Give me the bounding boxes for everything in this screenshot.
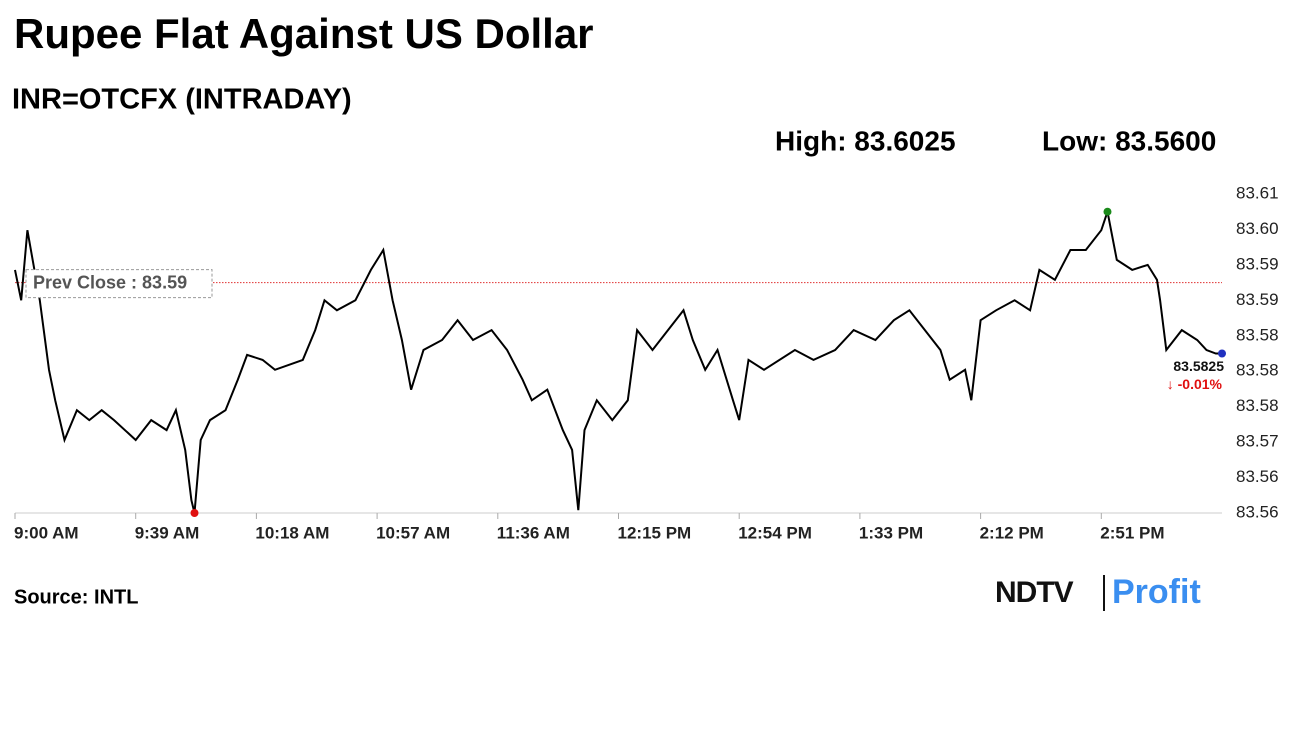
x-tick-label: 9:39 AM [135, 523, 200, 542]
y-tick-label: 83.61 [1236, 183, 1279, 202]
y-tick-label: 83.58 [1236, 325, 1279, 344]
last-marker [1218, 349, 1226, 358]
prev-close-label: Prev Close : 83.59 [33, 272, 187, 292]
low-label: Low: 83.5600 [1042, 125, 1216, 156]
x-tick-label: 10:57 AM [376, 523, 450, 542]
source: Source: INTL [14, 586, 138, 608]
x-tick-label: 2:12 PM [980, 523, 1044, 542]
y-tick-label: 83.56 [1236, 502, 1279, 521]
x-tick-label: 12:15 PM [618, 523, 692, 542]
high-marker [1103, 207, 1112, 216]
y-tick-label: 83.58 [1236, 396, 1279, 415]
x-tick-label: 1:33 PM [859, 523, 923, 542]
y-tick-label: 83.59 [1236, 254, 1279, 273]
y-tick-label: 83.58 [1236, 361, 1279, 380]
high-label: High: 83.6025 [775, 125, 956, 156]
x-tick-label: 2:51 PM [1100, 523, 1164, 542]
low-marker [190, 509, 199, 517]
chart-subtitle: INR=OTCFX (INTRADAY) [12, 84, 352, 116]
x-tick-label: 10:18 AM [255, 523, 329, 542]
x-tick-label: 11:36 AM [497, 523, 570, 542]
y-tick-label: 83.57 [1236, 432, 1279, 451]
last-value-label: 83.5825 [1173, 358, 1224, 374]
y-tick-label: 83.56 [1236, 467, 1279, 486]
y-tick-label: 83.59 [1236, 290, 1279, 309]
x-tick-label: 12:54 PM [738, 523, 812, 542]
price-line [14, 207, 1222, 514]
chart-title: Rupee Flat Against US Dollar [14, 10, 594, 57]
y-tick-label: 83.60 [1236, 219, 1279, 238]
logo-ndtv: NDTV [995, 576, 1074, 609]
prev-close-box [25, 269, 213, 299]
x-tick-label: 9:00 AM [14, 523, 79, 542]
logo-profit: Profit [1112, 573, 1201, 611]
change-label: ↓ -0.01% [1167, 376, 1223, 392]
